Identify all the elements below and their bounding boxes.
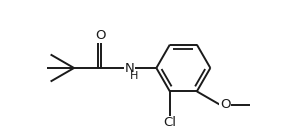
Text: O: O	[96, 29, 106, 42]
Text: O: O	[220, 98, 231, 111]
Text: H: H	[130, 71, 138, 81]
Text: N: N	[124, 62, 134, 74]
Text: Cl: Cl	[163, 116, 176, 129]
